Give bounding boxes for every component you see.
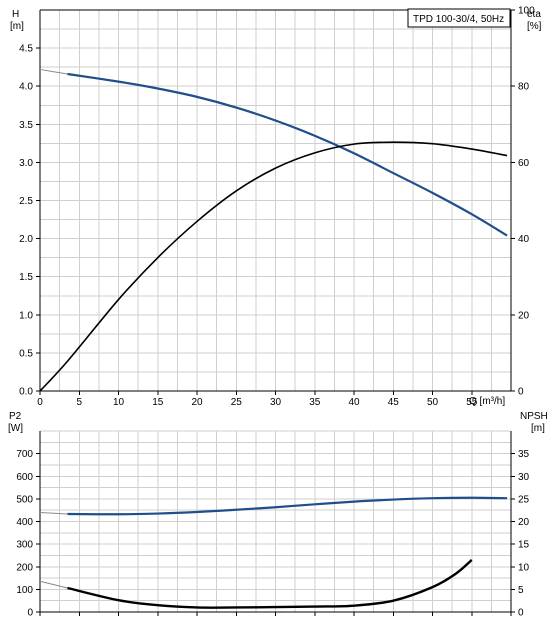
right-axis-tick-label: 30 [518,472,530,483]
right-axis-tick-label: 0 [518,608,524,619]
left-axis-tick-label: 1.5 [19,272,33,283]
series-line-0-0 [67,72,508,237]
x-axis-tick-label: 0 [37,397,43,408]
right-axis-tick-label: 80 [518,82,530,93]
x-axis-tick-label: 50 [427,397,439,408]
curves-layer [39,68,508,609]
right-axis-tick-label: 15 [518,540,530,551]
x-axis-tick-label: 5 [76,397,82,408]
series-extension-line [39,511,68,515]
left-axis-tick-label: 200 [16,562,33,573]
top-right-axis-unit: [%] [527,21,542,32]
left-axis-tick-label: 400 [16,517,33,528]
right-axis-tick-label: 25 [518,494,530,505]
bottom-right-axis-unit: [m] [531,423,545,434]
left-axis-tick-label: 3.5 [19,120,33,131]
left-axis-tick-label: 100 [16,585,33,596]
right-axis-tick-label: 60 [518,158,530,169]
x-axis-tick-label: 30 [270,397,282,408]
grid-layer [39,9,512,613]
left-axis-tick-label: 2.5 [19,196,33,207]
x-axis-tick-label: 45 [388,397,400,408]
x-axis-tick-label: 35 [309,397,321,408]
right-axis-tick-label: 35 [518,449,530,460]
left-axis-tick-label: 4.0 [19,82,33,93]
series-line-0-1 [39,141,508,392]
x-axis-tick-label: 15 [152,397,164,408]
right-axis-tick-label: 0 [518,387,524,398]
bottom-left-axis-title: P2 [9,411,22,422]
chart-title: TPD 100-30/4, 50Hz [413,14,504,25]
left-axis-tick-label: 1.0 [19,310,33,321]
x-axis-tick-label: 40 [348,397,360,408]
top-right-axis-title: eta [527,9,541,20]
x-axis-label: Q [m³/h] [469,396,505,407]
top-left-axis-title: H [12,9,19,20]
x-axis-tick-label: 10 [113,397,125,408]
left-axis-tick-label: 500 [16,494,33,505]
left-axis-tick-label: 2.0 [19,234,33,245]
left-axis-tick-label: 300 [16,540,33,551]
bottom-left-axis-unit: [W] [8,423,23,434]
legend-box [407,8,511,28]
right-axis-tick-label: 10 [518,562,530,573]
right-axis-tick-label: 100 [518,6,535,17]
x-axis-tick-label: 20 [191,397,203,408]
left-axis-tick-label: 3.0 [19,158,33,169]
left-axis-tick-label: 0.5 [19,348,33,359]
series-line-1-0 [67,496,508,516]
bottom-right-axis-title: NPSH [520,411,548,422]
series-extension-line [39,68,68,75]
right-axis-tick-label: 40 [518,234,530,245]
right-axis-tick-label: 5 [518,585,524,596]
series-extension-line [39,580,68,589]
left-axis-tick-label: 4.5 [19,44,33,55]
left-axis-tick-label: 0 [27,608,33,619]
left-axis-tick-label: 0.0 [19,387,33,398]
x-axis-tick-label: 25 [231,397,243,408]
right-axis-tick-label: 20 [518,310,530,321]
right-axis-tick-label: 20 [518,517,530,528]
series-line-1-1 [67,559,473,609]
x-axis-tick-label: 55 [466,397,478,408]
top-left-axis-unit: [m] [10,21,24,32]
left-axis-tick-label: 700 [16,449,33,460]
labels-layer: TPD 100-30/4, 50Hz H [m] eta [%] Q [m³/h… [8,6,548,619]
left-axis-tick-label: 600 [16,472,33,483]
